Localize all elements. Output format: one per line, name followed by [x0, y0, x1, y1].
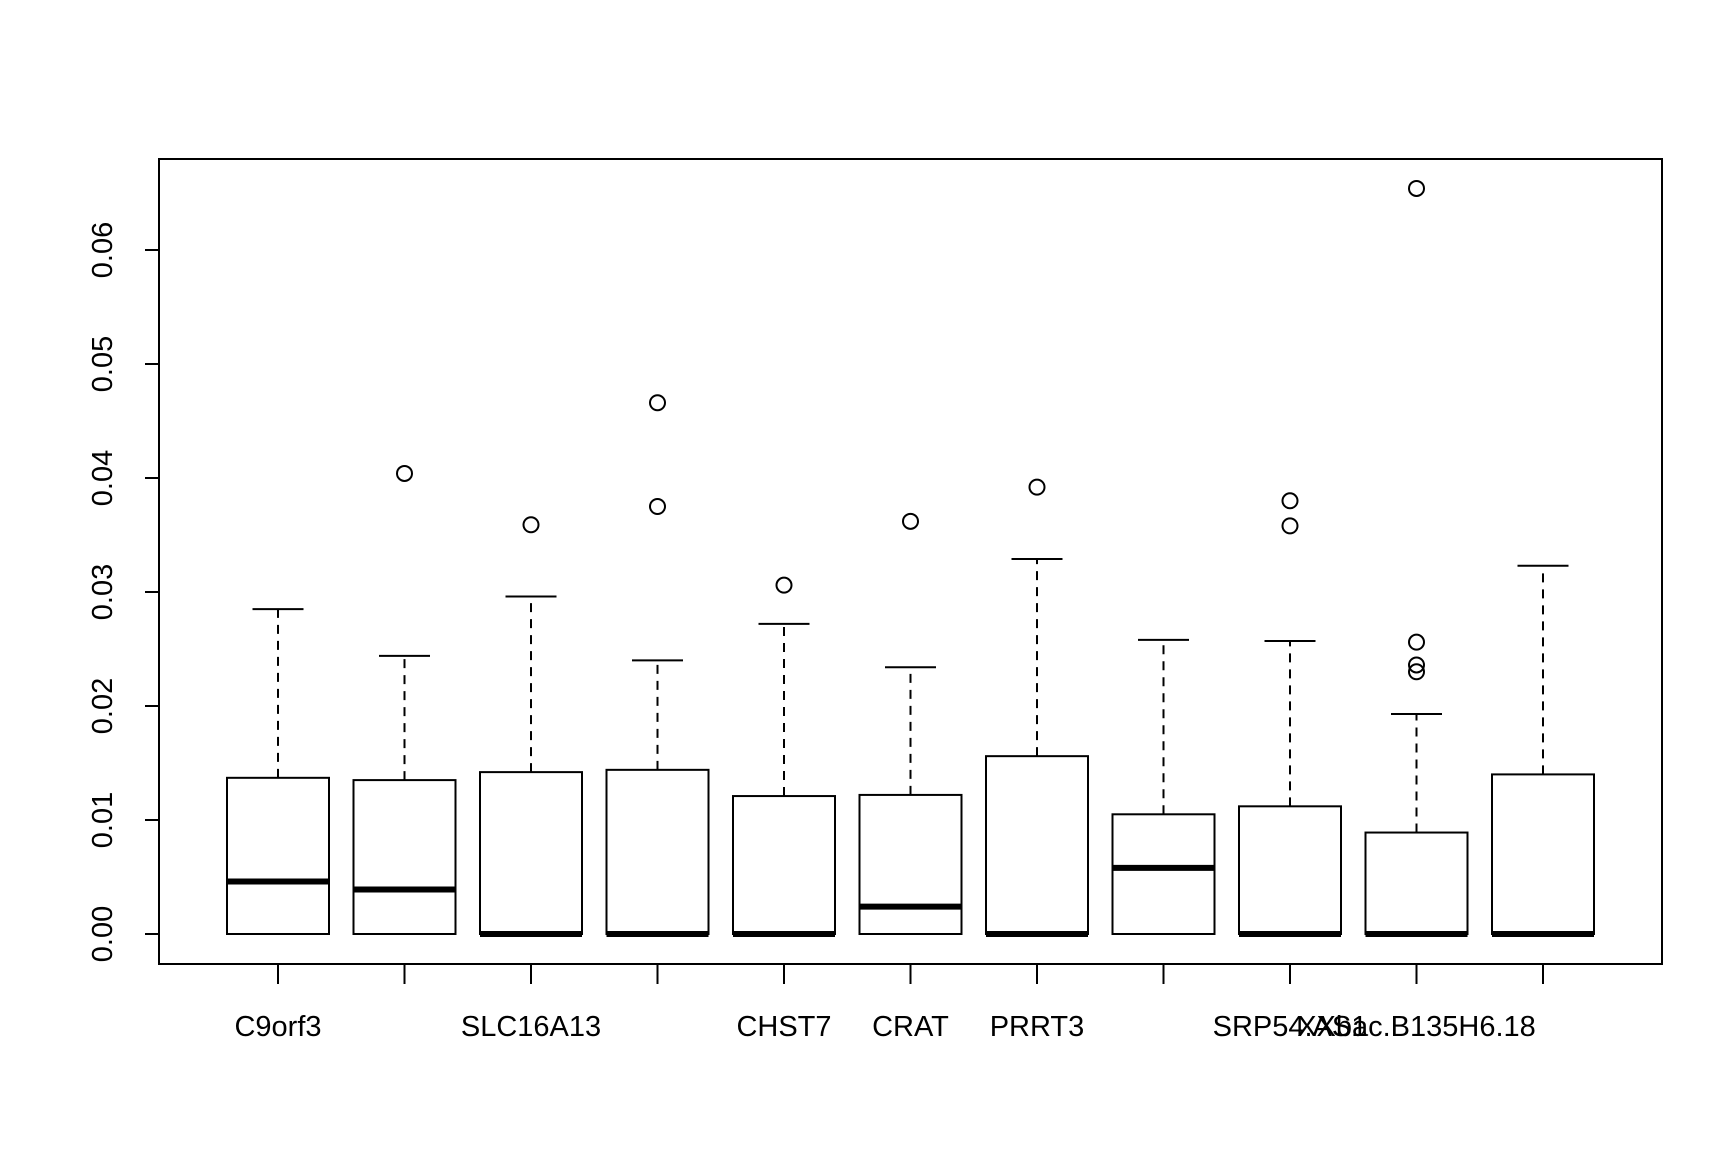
outlier-point — [522, 516, 540, 534]
y-tick-label: 0.04 — [87, 450, 119, 506]
box-iqr — [858, 793, 963, 935]
outlier-point — [396, 464, 413, 482]
box-iqr — [732, 795, 836, 935]
box-7 — [985, 478, 1089, 937]
x-tick-label: XXbac.B135H6.18 — [1297, 1011, 1536, 1043]
plot-area — [226, 179, 1595, 937]
box-iqr — [605, 768, 710, 936]
box-9 — [1238, 492, 1342, 937]
box-iqr — [226, 776, 330, 935]
outlier-point — [1408, 179, 1425, 197]
axes: 0.00 0.01 0.02 0.03 0.04 0.05 0.06 C9orf3 SLC16A… — [87, 158, 1663, 1043]
box-8 — [1111, 638, 1216, 935]
box-iqr — [985, 755, 1089, 935]
box-6 — [858, 512, 963, 935]
x-tick-label: CHST7 — [736, 1011, 831, 1043]
box-3 — [479, 516, 583, 937]
box-iqr — [479, 771, 583, 935]
box-iqr — [1111, 813, 1216, 935]
box-4 — [605, 394, 710, 937]
box-iqr — [1491, 773, 1595, 936]
x-tick-label: SRP54.AS1 — [1213, 1011, 1368, 1043]
outlier-point — [1408, 633, 1425, 651]
y-tick-label: 0.01 — [87, 792, 119, 848]
box-iqr — [352, 779, 457, 935]
x-tick-label: SLC16A13 — [461, 1011, 601, 1043]
box-2 — [352, 464, 457, 935]
y-tick-label: 0.00 — [87, 906, 119, 962]
box-1 — [226, 608, 330, 935]
y-tick-label: 0.02 — [87, 678, 119, 734]
x-tick-label: PRRT3 — [990, 1011, 1085, 1043]
outlier-point — [1028, 478, 1046, 496]
box-iqr — [1238, 805, 1342, 936]
y-tick-label: 0.05 — [87, 336, 119, 392]
box-10 — [1364, 179, 1469, 937]
box-5 — [732, 576, 836, 937]
outlier-point — [649, 498, 666, 515]
outlier-point — [902, 512, 919, 530]
y-tick-label: 0.06 — [87, 222, 119, 278]
box-iqr — [1364, 831, 1469, 935]
outlier-point — [1281, 517, 1299, 535]
x-tick-label: CRAT — [872, 1011, 949, 1043]
outlier-point — [1408, 663, 1425, 681]
outlier-point — [649, 394, 666, 412]
outlier-point — [1408, 656, 1425, 674]
y-tick-label: 0.03 — [87, 564, 119, 620]
x-tick-label: C9orf3 — [234, 1011, 321, 1043]
box-11 — [1491, 564, 1595, 937]
outlier-point — [775, 576, 793, 594]
outlier-point — [1281, 492, 1299, 510]
